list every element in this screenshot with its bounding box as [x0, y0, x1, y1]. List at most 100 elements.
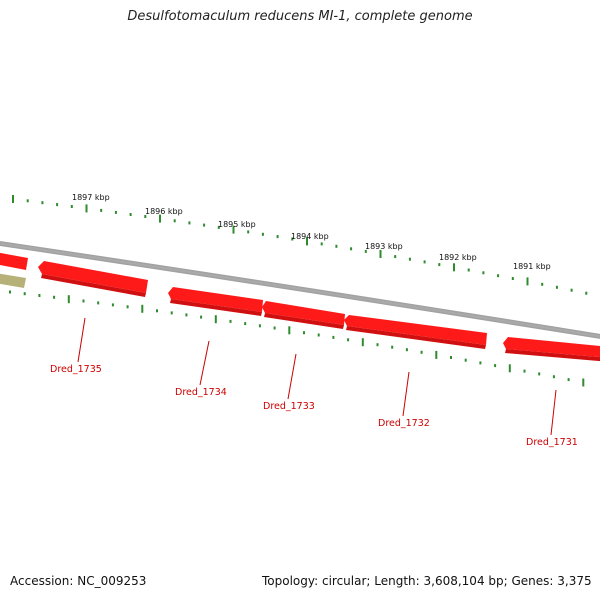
minor-tick — [567, 378, 570, 382]
minor-tick — [376, 343, 379, 347]
minor-tick — [41, 201, 44, 205]
gene-label: Dred_1735 — [50, 364, 102, 375]
minor-tick — [570, 288, 573, 292]
minor-tick — [552, 375, 555, 379]
minor-tick — [394, 255, 397, 259]
minor-tick — [114, 210, 117, 214]
minor-tick — [258, 324, 261, 328]
minor-tick — [273, 326, 276, 330]
gene-leaders — [77, 317, 557, 436]
gene-label: Dred_1732 — [378, 418, 430, 429]
minor-tick — [276, 235, 279, 239]
minor-tick — [497, 274, 500, 278]
gene-label: Dred_1733 — [263, 401, 315, 412]
minor-tick — [335, 244, 338, 248]
minor-tick — [126, 305, 129, 309]
minor-tick — [291, 237, 294, 241]
minor-tick — [585, 291, 588, 295]
minor-tick — [9, 290, 11, 294]
kbp-label: 1895 kbp — [218, 220, 256, 229]
kbp-label: 1897 kbp — [72, 193, 110, 202]
minor-tick — [23, 292, 26, 296]
minor-tick — [523, 369, 526, 373]
major-tick — [508, 364, 511, 373]
minor-tick — [408, 257, 411, 261]
lower-scale — [9, 290, 585, 387]
minor-tick — [53, 295, 56, 299]
minor-tick — [170, 311, 173, 315]
minor-tick — [100, 208, 103, 212]
topology-text: Topology: circular; Length: 3,608,104 bp… — [262, 574, 592, 588]
major-tick — [67, 295, 70, 304]
minor-tick — [188, 221, 191, 225]
gene-labels: Dred_1735 Dred_1734 Dred_1733 Dred_1732 … — [50, 364, 578, 448]
minor-tick — [317, 333, 320, 337]
major-tick — [453, 263, 455, 272]
minor-tick — [97, 301, 100, 305]
gene-feature-partial — [0, 252, 28, 270]
minor-tick — [173, 219, 176, 223]
minor-tick — [464, 358, 467, 362]
minor-tick — [438, 263, 441, 267]
minor-tick — [423, 260, 426, 264]
major-tick — [141, 304, 144, 313]
minor-tick — [111, 303, 114, 307]
minor-tick — [494, 364, 497, 368]
minor-tick — [244, 322, 247, 326]
major-tick — [85, 204, 88, 213]
kbp-label: 1893 kbp — [365, 242, 403, 251]
minor-tick — [479, 361, 482, 365]
major-tick — [12, 195, 14, 203]
kbp-label: 1892 kbp — [439, 253, 477, 262]
gene-feature — [168, 287, 263, 312]
gene-label: Dred_1734 — [175, 387, 227, 398]
minor-tick — [38, 294, 41, 297]
minor-tick — [56, 203, 59, 207]
gene-feature — [38, 261, 148, 293]
major-tick — [379, 250, 382, 258]
major-tick — [361, 338, 364, 347]
minor-tick — [538, 372, 541, 376]
minor-tick — [144, 215, 147, 218]
gene-label: Dred_1731 — [526, 437, 578, 448]
major-tick — [306, 237, 308, 246]
gene-feature — [344, 315, 487, 345]
gene-feature — [503, 337, 600, 358]
major-tick — [159, 214, 161, 223]
major-tick — [232, 225, 235, 234]
minor-tick — [347, 338, 350, 342]
minor-tick — [203, 223, 206, 227]
major-tick — [435, 350, 438, 359]
minor-tick — [391, 345, 394, 349]
minor-tick — [320, 242, 323, 246]
major-tick — [582, 378, 585, 387]
kbp-label: 1896 kbp — [145, 207, 183, 216]
gene-features — [0, 252, 600, 362]
minor-tick — [541, 282, 544, 286]
major-tick — [214, 315, 217, 324]
minor-tick — [350, 247, 353, 251]
map-title: Desulfotomaculum reducens MI-1, complete… — [127, 9, 473, 24]
kbp-label: 1894 kbp — [291, 232, 329, 241]
minor-tick — [229, 319, 232, 323]
minor-tick — [467, 268, 470, 272]
minor-tick — [332, 335, 335, 339]
minor-tick — [129, 213, 132, 216]
minor-tick — [70, 205, 73, 208]
minor-tick — [405, 348, 408, 352]
minor-tick — [420, 350, 423, 354]
minor-tick — [156, 309, 158, 313]
gene-feature — [262, 301, 345, 325]
accession-text: Accession: NC_009253 — [10, 574, 147, 588]
minor-tick — [555, 285, 558, 289]
major-tick — [288, 326, 291, 335]
minor-tick — [82, 299, 85, 303]
minor-tick — [511, 277, 514, 280]
minor-tick — [247, 230, 250, 234]
kbp-label: 1891 kbp — [513, 262, 551, 271]
minor-tick — [217, 225, 220, 229]
minor-tick — [26, 199, 29, 203]
minor-tick — [185, 313, 188, 317]
